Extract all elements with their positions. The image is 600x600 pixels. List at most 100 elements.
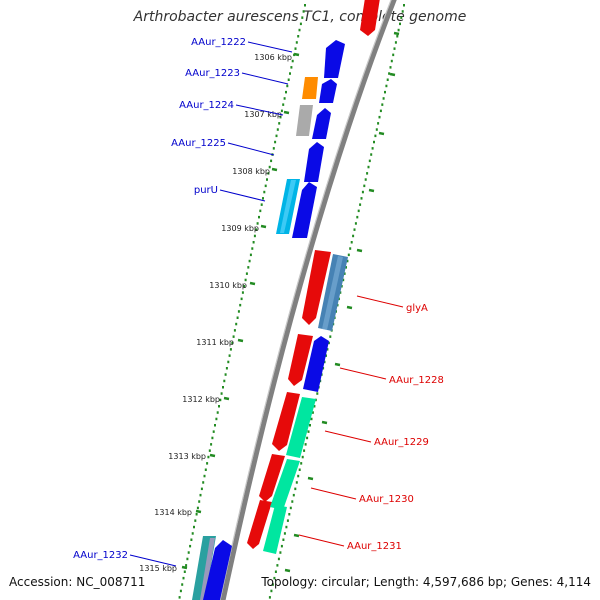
ring-dot xyxy=(218,405,220,408)
gene-red-top[interactable] xyxy=(360,0,380,36)
ring-dot xyxy=(236,316,239,319)
outer-ring-mark xyxy=(284,568,291,573)
ring-dot xyxy=(259,209,262,213)
gene-gray[interactable] xyxy=(296,105,313,136)
gene-glyA-partner[interactable] xyxy=(302,250,331,325)
ring-dot xyxy=(343,272,346,275)
ring-dot xyxy=(247,266,250,269)
ring-dot xyxy=(282,103,285,106)
ring-dot xyxy=(285,525,288,529)
ring-dot xyxy=(282,538,285,541)
ring-dot xyxy=(285,90,287,94)
ring-dot xyxy=(386,78,389,81)
ring-dot xyxy=(325,354,327,357)
ring-dot xyxy=(227,360,230,364)
leader-line xyxy=(235,104,284,116)
ring-dot xyxy=(274,570,277,573)
ring-dot xyxy=(288,513,291,516)
ring-dot xyxy=(277,557,280,561)
ring-dot xyxy=(222,386,224,389)
ring-dot xyxy=(237,310,240,313)
accession-label: Accession: NC_008711 xyxy=(9,575,146,589)
gene-AAur_1223[interactable] xyxy=(319,79,337,103)
ring-dot xyxy=(240,297,243,301)
ring-dot xyxy=(224,373,227,376)
genes-inner xyxy=(192,0,380,600)
ring-dot xyxy=(295,481,298,484)
ring-dot xyxy=(353,228,356,231)
gene-AAur_1232-gray xyxy=(200,538,215,600)
gene-label-AAur_1223[interactable]: AAur_1223 xyxy=(185,68,240,79)
ring-dot xyxy=(360,197,363,200)
ring-dot xyxy=(244,278,247,282)
gene-AAur_1231-partner[interactable] xyxy=(247,500,272,549)
gene-AAur_1225[interactable] xyxy=(304,142,324,182)
gene-AAur_1230-partner[interactable] xyxy=(259,454,285,502)
gene-label-glyA[interactable]: glyA xyxy=(406,303,428,314)
ring-dot xyxy=(306,436,309,440)
ring-dot xyxy=(361,190,364,194)
gene-label-AAur_1228[interactable]: AAur_1228 xyxy=(389,375,444,386)
outer-ring-mark xyxy=(293,533,300,538)
ring-dot xyxy=(392,53,395,57)
ring-dot xyxy=(263,190,266,194)
ring-dot xyxy=(373,140,375,144)
ring-dot xyxy=(179,589,182,593)
ring-dot xyxy=(292,493,295,497)
gene-AAur_1229-partner[interactable] xyxy=(272,392,300,451)
gene-label-purU[interactable]: purU xyxy=(194,185,218,196)
gene-purU-neighbor[interactable] xyxy=(292,182,317,238)
ring-dot xyxy=(239,303,242,307)
ring-dot xyxy=(260,203,263,206)
ring-dot xyxy=(208,449,211,452)
ring-dot xyxy=(379,109,382,113)
ring-dot xyxy=(290,66,293,69)
gene-AAur_1228-partner[interactable] xyxy=(288,334,313,386)
gene-AAur_1229[interactable] xyxy=(286,397,316,458)
gene-label-AAur_1230[interactable]: AAur_1230 xyxy=(359,494,414,505)
ring-dot xyxy=(400,16,403,19)
ring-dot xyxy=(195,513,198,516)
gene-AAur_1222[interactable] xyxy=(324,40,345,78)
gene-label-AAur_1224[interactable]: AAur_1224 xyxy=(179,100,234,111)
gene-label-AAur_1222[interactable]: AAur_1222 xyxy=(191,37,246,48)
gene-forward-bottom[interactable] xyxy=(203,540,232,600)
ring-dot xyxy=(403,4,405,7)
ring-dot xyxy=(327,341,330,345)
ring-dot xyxy=(309,424,311,427)
tick-label: 1310 kbp xyxy=(209,281,247,290)
gene-AAur_1224[interactable] xyxy=(312,108,331,139)
gene-label-AAur_1225[interactable]: AAur_1225 xyxy=(171,138,226,149)
gene-label-AAur_1229[interactable]: AAur_1229 xyxy=(374,437,429,448)
gene-AAur_1231[interactable] xyxy=(263,505,287,554)
tick-label: 1312 kbp xyxy=(182,395,220,404)
ring-dot xyxy=(375,128,378,131)
ring-dot xyxy=(200,487,203,491)
ring-dot xyxy=(291,59,294,63)
ring-dot xyxy=(211,436,214,440)
ring-dot xyxy=(248,259,251,263)
ring-dot xyxy=(270,159,273,163)
ring-dot xyxy=(323,360,326,364)
ring-dot xyxy=(388,72,391,75)
ring-dot xyxy=(216,411,219,414)
ring-dot xyxy=(204,468,207,471)
gene-AAur_1228[interactable] xyxy=(303,336,329,392)
ring-dot xyxy=(280,109,283,113)
ring-dot xyxy=(193,525,195,529)
gene-label-AAur_1232[interactable]: AAur_1232 xyxy=(73,550,128,561)
outer-ring-mark xyxy=(334,362,341,367)
gene-AAur_1230[interactable] xyxy=(270,459,300,510)
gene-label-AAur_1231[interactable]: AAur_1231 xyxy=(347,541,402,552)
leader-line xyxy=(324,430,372,443)
ring-dot xyxy=(286,84,289,88)
tick-mark xyxy=(223,396,230,401)
ring-dot xyxy=(267,172,270,175)
ring-dot xyxy=(377,122,380,125)
outer-ring-mark xyxy=(368,188,375,193)
ring-dot xyxy=(368,159,371,163)
gene-orange[interactable] xyxy=(302,77,318,99)
ring-dot xyxy=(399,22,401,26)
outer-ring-mark xyxy=(307,476,314,481)
tick-mark xyxy=(237,338,244,343)
